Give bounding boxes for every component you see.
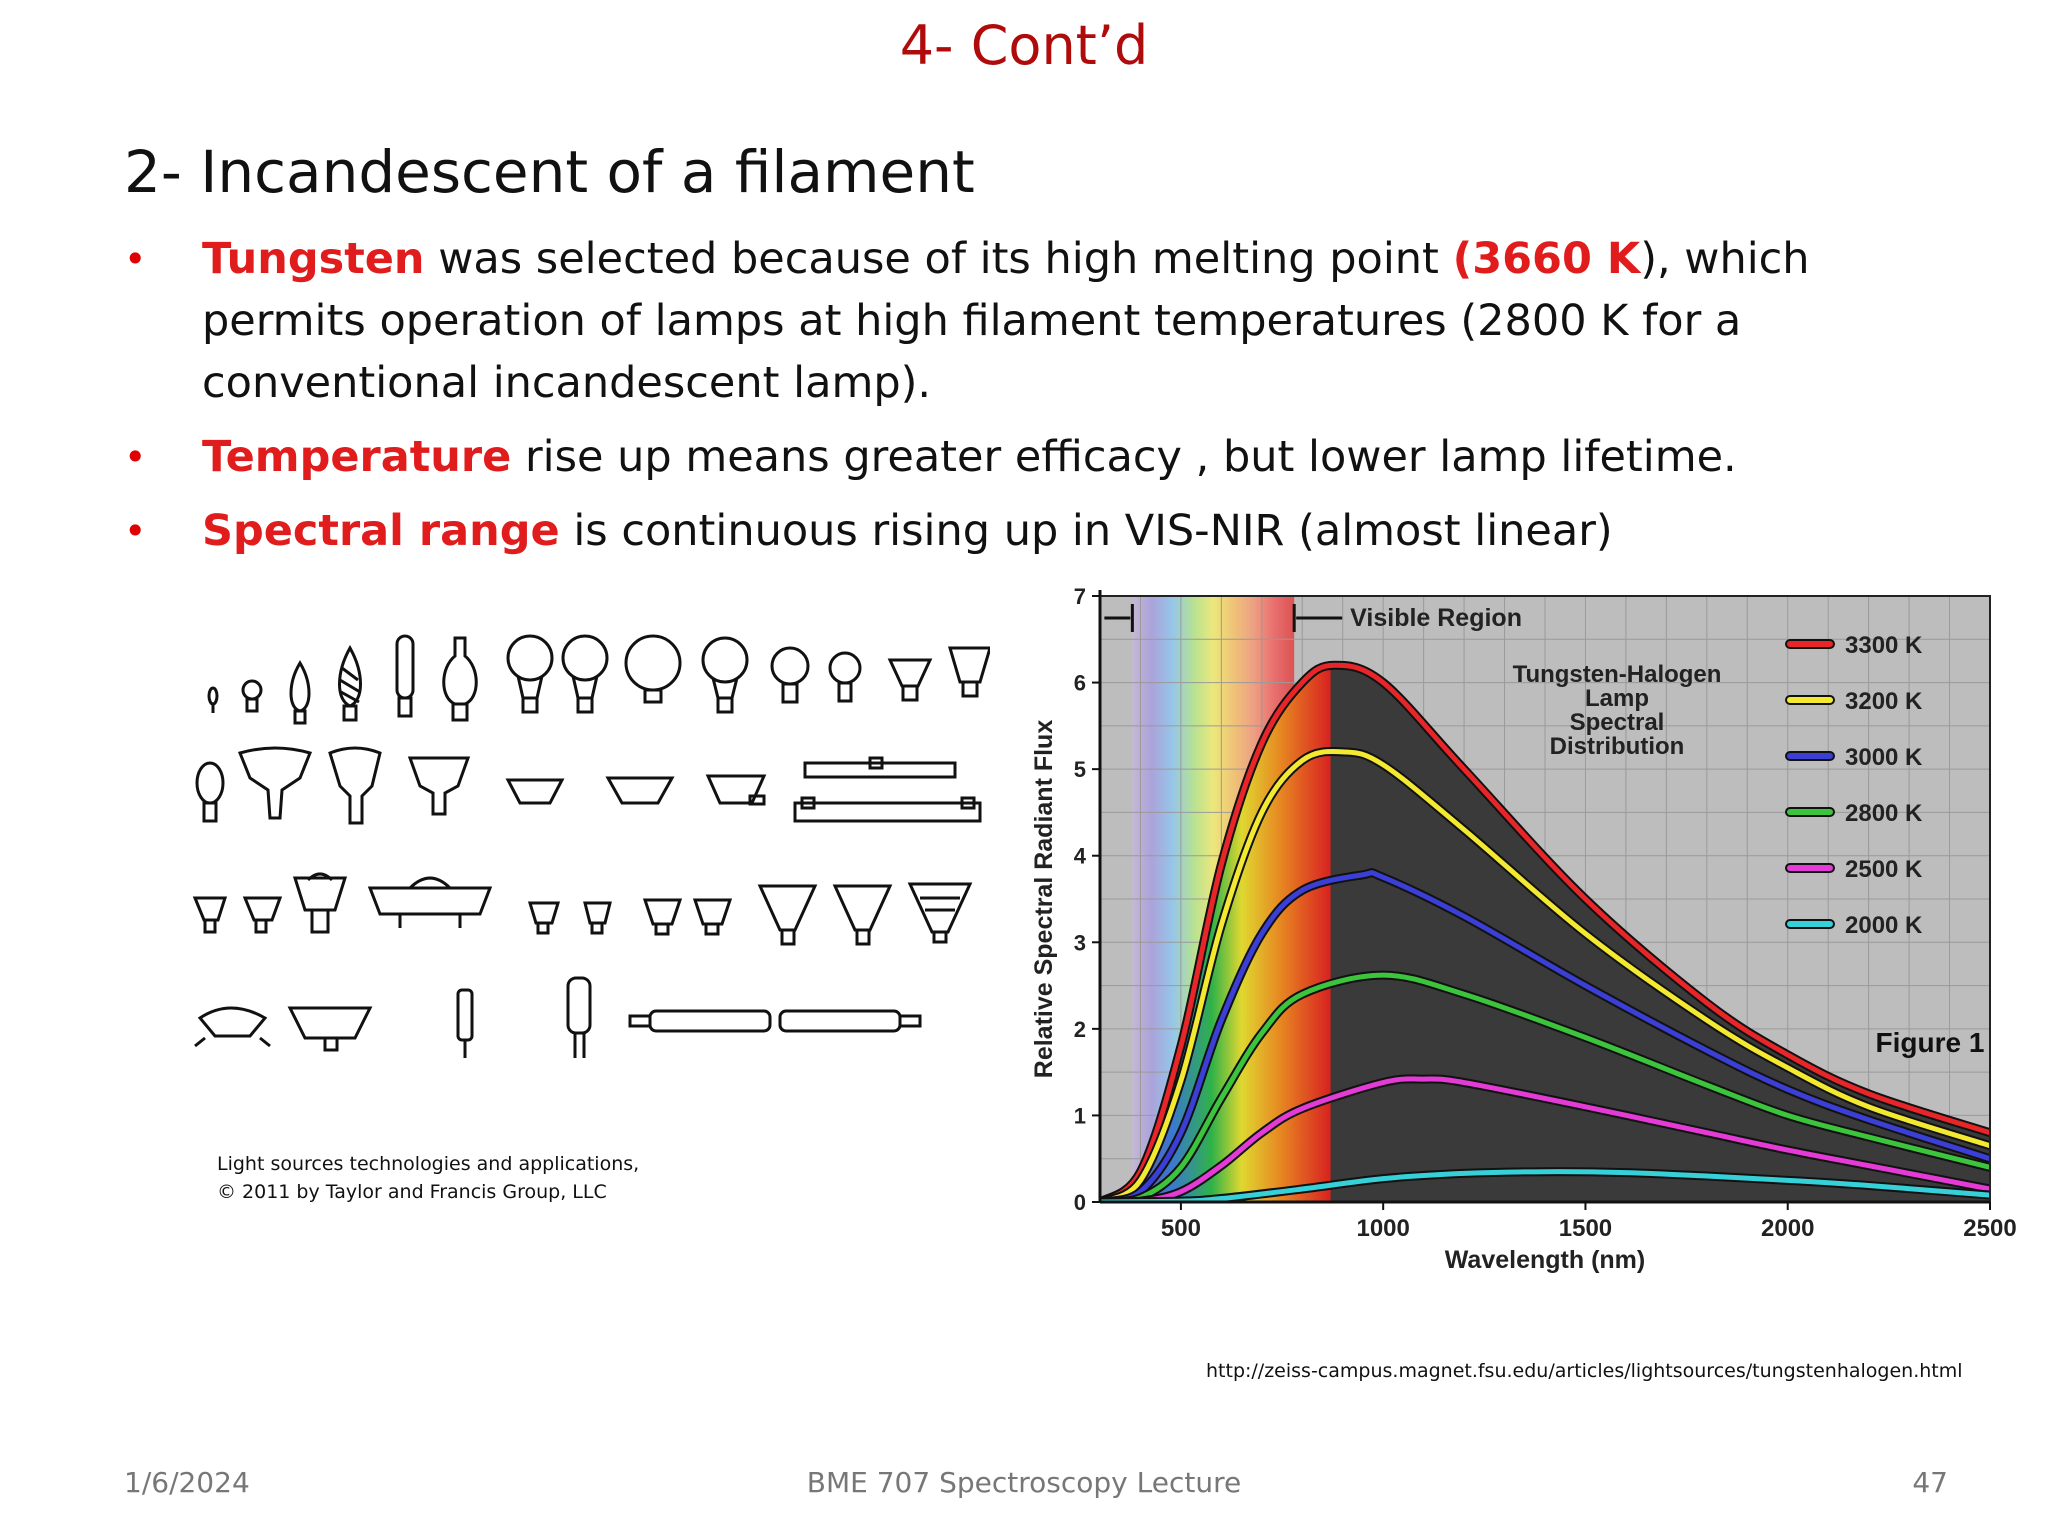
bulb-icon xyxy=(395,634,415,718)
y-tick-label: 4 xyxy=(1074,844,1087,869)
bullet-list: • Tungsten was selected because of its h… xyxy=(124,228,1924,574)
bulb-icon xyxy=(194,1006,271,1048)
figure-label: Figure 1 xyxy=(1876,1027,1985,1058)
bulb-icon xyxy=(407,756,471,816)
keyword-temperature: Temperature xyxy=(202,432,512,482)
bulb-icon xyxy=(692,898,733,936)
legend-label: 2800 K xyxy=(1845,800,1923,827)
bulb-icon xyxy=(583,901,612,935)
keyword-spectral-range: Spectral range xyxy=(202,506,560,556)
y-tick-label: 7 xyxy=(1074,584,1086,609)
legend-label: 3300 K xyxy=(1845,632,1923,659)
x-tick-label: 1000 xyxy=(1356,1215,1409,1242)
bulb-icon xyxy=(701,636,749,714)
bulb-icon xyxy=(207,686,219,713)
tube-lamp-icon xyxy=(803,756,957,779)
bulb-icon xyxy=(242,896,283,934)
bulb-icon xyxy=(757,884,818,946)
bulb-icon xyxy=(292,872,348,934)
keyword-melting-point: (3660 K xyxy=(1452,234,1641,284)
bulb-icon xyxy=(505,778,565,805)
x-tick-label: 1500 xyxy=(1559,1215,1612,1242)
footer-course: BME 707 Spectroscopy Lecture xyxy=(806,1466,1242,1499)
y-tick-label: 2 xyxy=(1074,1017,1086,1042)
series-line-3300-K xyxy=(1100,662,1990,1202)
bulb-icon xyxy=(442,636,478,722)
bulb-icon xyxy=(828,651,862,703)
bullet-dot-icon: • xyxy=(124,237,147,281)
y-tick-label: 3 xyxy=(1074,930,1086,955)
visible-region-annotation: Visible Region xyxy=(1350,604,1522,632)
y-tick-label: 1 xyxy=(1074,1103,1086,1128)
bullet-text: is continuous rising up in VIS-NIR (almo… xyxy=(559,506,1613,556)
x-tick-label: 2500 xyxy=(1963,1215,2016,1242)
bulb-icon xyxy=(287,1006,373,1052)
bulb-icon xyxy=(770,646,810,704)
bulb-icon xyxy=(237,746,313,820)
legend-label: 3000 K xyxy=(1845,744,1923,771)
lamp-types-illustration xyxy=(192,634,990,1058)
series-line-3200-K xyxy=(1100,748,1990,1202)
bulb-icon xyxy=(642,898,683,936)
series-line-2800-K xyxy=(1100,972,1990,1202)
bulb-icon xyxy=(887,658,933,702)
series-line-2000-K xyxy=(1100,1169,1990,1202)
bulb-icon xyxy=(561,634,609,714)
legend-label: 2500 K xyxy=(1845,856,1923,883)
bulb-icon xyxy=(367,876,493,928)
lamp-caption: Light sources technologies and applicati… xyxy=(217,1150,639,1206)
bulb-icon xyxy=(506,634,554,714)
y-tick-label: 6 xyxy=(1074,671,1086,696)
caption-line: Light sources technologies and applicati… xyxy=(217,1153,640,1175)
y-tick-label: 0 xyxy=(1074,1190,1086,1215)
bulb-icon xyxy=(241,679,263,713)
legend-label: 2000 K xyxy=(1845,912,1923,939)
section-heading: 2- Incandescent of a filament xyxy=(124,138,975,206)
footer-date: 1/6/2024 xyxy=(124,1466,250,1499)
bulb-icon xyxy=(195,761,225,823)
bullet-dot-icon: • xyxy=(124,435,147,479)
bulb-icon xyxy=(328,746,382,825)
bulb-icon xyxy=(947,646,990,698)
legend-label: 3200 K xyxy=(1845,688,1923,715)
source-url[interactable]: http://zeiss-campus.magnet.fsu.edu/artic… xyxy=(1206,1360,1963,1382)
capsule-lamp-icon xyxy=(456,988,474,1058)
bulb-icon xyxy=(605,776,675,805)
x-tick-label: 2000 xyxy=(1761,1215,1814,1242)
slide-title: 4- Cont’d xyxy=(899,14,1149,77)
caption-line: © 2011 by Taylor and Francis Group, LLC xyxy=(217,1181,607,1203)
y-tick-label: 5 xyxy=(1074,757,1086,782)
keyword-tungsten: Tungsten xyxy=(202,234,425,284)
bullet-dot-icon: • xyxy=(124,509,147,553)
bullet-spectral-range: • Spectral range is continuous rising up… xyxy=(124,500,1924,562)
tube-lamp-icon xyxy=(793,796,982,823)
bulb-icon xyxy=(705,774,767,806)
capsule-lamp-icon xyxy=(566,976,592,1058)
bulb-icon xyxy=(192,896,228,934)
bullet-text: rise up means greater efficacy , but low… xyxy=(511,432,1737,482)
spectral-distribution-chart: 500 1000 1500 2000 2500 0 1 2 3 4 5 6 7 Wavelength (n… xyxy=(1030,584,2017,1274)
series-line-2500-K xyxy=(1100,1076,1990,1202)
bulb-icon xyxy=(527,901,561,935)
bulb-icon xyxy=(907,882,973,944)
y-axis-label: Relative Spectral Radiant Flux xyxy=(1030,720,1058,1079)
x-tick-label: 500 xyxy=(1161,1215,1201,1242)
bulb-icon xyxy=(338,644,362,722)
series-line-3000-K xyxy=(1100,870,1990,1202)
chart-title: Tungsten-Halogen Lamp Spectral Distribution xyxy=(1513,661,1722,760)
x-axis-label: Wavelength (nm) xyxy=(1445,1246,1645,1274)
bullet-tungsten: • Tungsten was selected because of its h… xyxy=(124,228,1924,414)
footer-page-number: 47 xyxy=(1912,1466,1948,1499)
bulb-icon xyxy=(624,634,682,704)
bullet-temperature: • Temperature rise up means greater effi… xyxy=(124,426,1924,488)
bulb-icon xyxy=(289,660,311,725)
tube-lamp-icon xyxy=(628,1009,922,1033)
bullet-text: was selected because of its high melting… xyxy=(424,234,1453,284)
bullet-text: ), which permits operation of lamps at h… xyxy=(202,234,1810,408)
bulb-icon xyxy=(832,884,893,946)
